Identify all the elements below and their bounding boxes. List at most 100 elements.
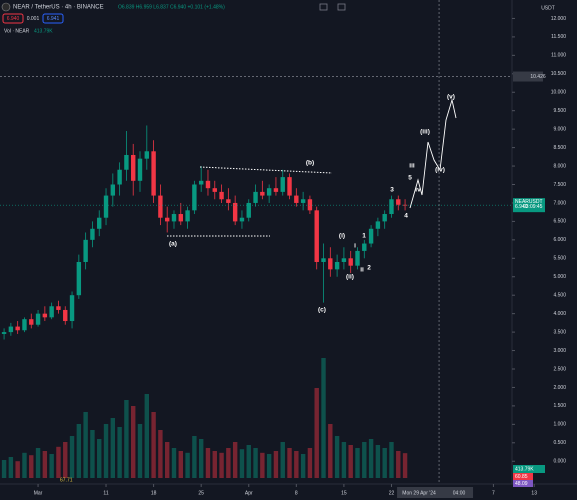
crosshair-price-box: [513, 71, 543, 82]
volume-bar: [63, 442, 68, 478]
volume-bar: [15, 461, 20, 478]
wave-label: (i): [339, 233, 345, 240]
volume-bar: [355, 448, 360, 478]
candle-body: [29, 319, 34, 325]
volume-bar: [151, 412, 156, 478]
countdown: 03:09:45: [523, 204, 543, 210]
volume-bar: [164, 442, 170, 478]
volume-bar: [198, 439, 204, 478]
y-tick-label: 9.500: [553, 108, 566, 114]
candle-body: [42, 313, 48, 318]
indicator-left: 67.71: [60, 477, 73, 483]
candle-body: [178, 214, 183, 222]
candle-body: [164, 217, 170, 222]
wave-label: (ii): [346, 274, 354, 281]
y-tick-label: 8.000: [553, 163, 566, 169]
volume-bar: [314, 388, 319, 478]
x-tick-label: Mar: [34, 490, 43, 496]
volume-bar: [273, 451, 279, 478]
y-tick-label: 5.000: [553, 274, 566, 280]
volume-bar: [185, 452, 190, 478]
indicator-tag: [513, 480, 533, 487]
volume-bar: [42, 451, 48, 478]
last-price-label: 6.940: [515, 204, 528, 210]
candle-body: [124, 154, 129, 170]
volume-bar: [144, 394, 150, 478]
candle-body: [307, 199, 313, 211]
crosshair-time: 04:00: [453, 490, 466, 496]
ohlc: O6.839 H6.959 L6.837 C6.940 +0.101 (+1.4…: [118, 4, 225, 10]
candle-body: [198, 180, 204, 185]
y-tick-label: 2.500: [553, 366, 566, 372]
y-tick-label: 3.500: [553, 329, 566, 335]
volume-bar: [137, 424, 143, 478]
volume-bar: [76, 424, 82, 478]
candle-body: [22, 319, 27, 331]
x-tick-label: 8: [295, 490, 298, 496]
bid: 6.940: [7, 16, 20, 22]
volume-bar: [402, 453, 408, 478]
volume-bar: [294, 451, 299, 478]
candle-body: [97, 217, 102, 229]
volume-bar: [232, 442, 238, 478]
candle-body: [137, 158, 143, 181]
volume-label: Vol · NEAR: [4, 28, 30, 34]
volume-bar: [171, 448, 177, 478]
y-tick-label: 6.000: [553, 237, 566, 243]
last-price-tag: [513, 198, 545, 213]
ask: 6.941: [47, 16, 60, 22]
crosshair-date: Mon 29 Apr '24: [402, 490, 436, 496]
bid-box: [2, 13, 24, 24]
candle-body: [131, 154, 136, 181]
volume-bar: [8, 457, 14, 478]
volume-bar: [375, 445, 381, 478]
volume-bar: [69, 436, 75, 478]
wave-label: (a): [169, 241, 177, 248]
candle-body: [63, 309, 68, 322]
indicator-tag-text: 48.09: [515, 481, 528, 487]
wave-label: (iii): [420, 129, 430, 136]
candle-body: [144, 151, 150, 159]
y-tick-label: 9.000: [553, 126, 566, 132]
ask-box: [42, 13, 64, 24]
volume-bar: [29, 455, 34, 478]
candle-body: [171, 214, 177, 222]
candle-body: [287, 177, 292, 196]
x-tick-label: 25: [198, 490, 204, 496]
candle-body: [103, 195, 109, 218]
volume-bar: [97, 439, 102, 478]
volume-bar: [103, 424, 109, 478]
wave-label: iii: [409, 163, 415, 170]
volume-bar: [205, 448, 211, 478]
volume-bar: [348, 445, 353, 478]
candle-body: [253, 191, 258, 203]
candle-body: [348, 258, 353, 266]
volume-bar: [117, 427, 122, 478]
y-tick-label: 0.000: [553, 459, 566, 465]
candle-body: [117, 169, 122, 185]
y-tick-label: 6.500: [553, 219, 566, 225]
volume-bar: [192, 436, 197, 478]
volume-bar: [110, 418, 116, 478]
wave-label: ii: [360, 267, 364, 274]
candle-body: [314, 210, 319, 262]
volume-bar: [22, 452, 27, 478]
candle-body: [321, 258, 326, 262]
candle-body: [334, 261, 340, 270]
candle-body: [239, 217, 245, 222]
volume-bar: [124, 400, 129, 478]
candle-body: [368, 228, 374, 244]
volume-bar: [56, 446, 61, 478]
currency: USDT: [541, 5, 555, 11]
y-tick-label: 4.500: [553, 293, 566, 299]
dotted-line-b: [199, 166, 333, 174]
y-tick-label: 2.000: [553, 385, 566, 391]
crosshair-price: 10.426: [530, 74, 546, 80]
volume-bar: [90, 430, 95, 478]
candle-body: [375, 221, 381, 229]
candle-body: [246, 202, 251, 218]
volume-bar: [131, 406, 136, 478]
wave-label: 2: [367, 265, 371, 272]
